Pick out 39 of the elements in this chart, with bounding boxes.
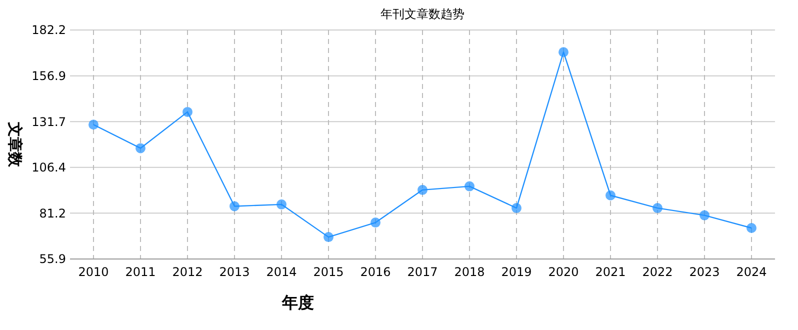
x-tick-label: 2023 <box>689 265 720 279</box>
y-tick-label: 156.9 <box>32 69 66 84</box>
point <box>230 201 240 212</box>
point <box>558 47 568 58</box>
x-tick-label: 2022 <box>642 265 673 279</box>
x-tick-label: 2018 <box>454 265 485 279</box>
point <box>418 184 428 195</box>
chart-title: 年刊文章数趋势 <box>380 7 464 21</box>
point <box>464 181 474 192</box>
x-tick-label: 2020 <box>548 265 579 279</box>
y-tick-label: 81.2 <box>39 206 66 220</box>
x-tick-label: 2024 <box>736 265 767 279</box>
point <box>88 120 98 130</box>
y-tick-label: 131.7 <box>32 114 66 129</box>
x-tick-label: 2021 <box>595 265 626 279</box>
y-tick-label: 182.2 <box>32 23 66 38</box>
x-axis-title: 年度 <box>281 293 314 312</box>
point <box>276 199 286 210</box>
point <box>324 232 334 242</box>
x-tick-label: 2012 <box>172 265 203 279</box>
point <box>136 143 146 154</box>
x-tick-label: 2016 <box>360 265 391 279</box>
x-tick-label: 2010 <box>78 265 109 279</box>
x-tick-label: 2017 <box>407 265 438 279</box>
y-tick-label: 55.9 <box>39 252 66 266</box>
x-tick-label: 2019 <box>501 265 532 279</box>
point <box>606 190 616 200</box>
point <box>746 222 756 233</box>
point <box>512 203 522 214</box>
point <box>700 210 710 220</box>
x-tick-label: 2013 <box>219 265 250 279</box>
y-tick-label: 106.4 <box>32 160 66 175</box>
x-tick-label: 2011 <box>125 265 156 279</box>
x-tick-label: 2015 <box>313 265 344 279</box>
x-tick-label: 2014 <box>266 265 297 279</box>
point <box>182 106 192 117</box>
y-axis-title: 文章数 <box>6 121 24 168</box>
point <box>370 218 380 228</box>
point <box>652 203 662 214</box>
